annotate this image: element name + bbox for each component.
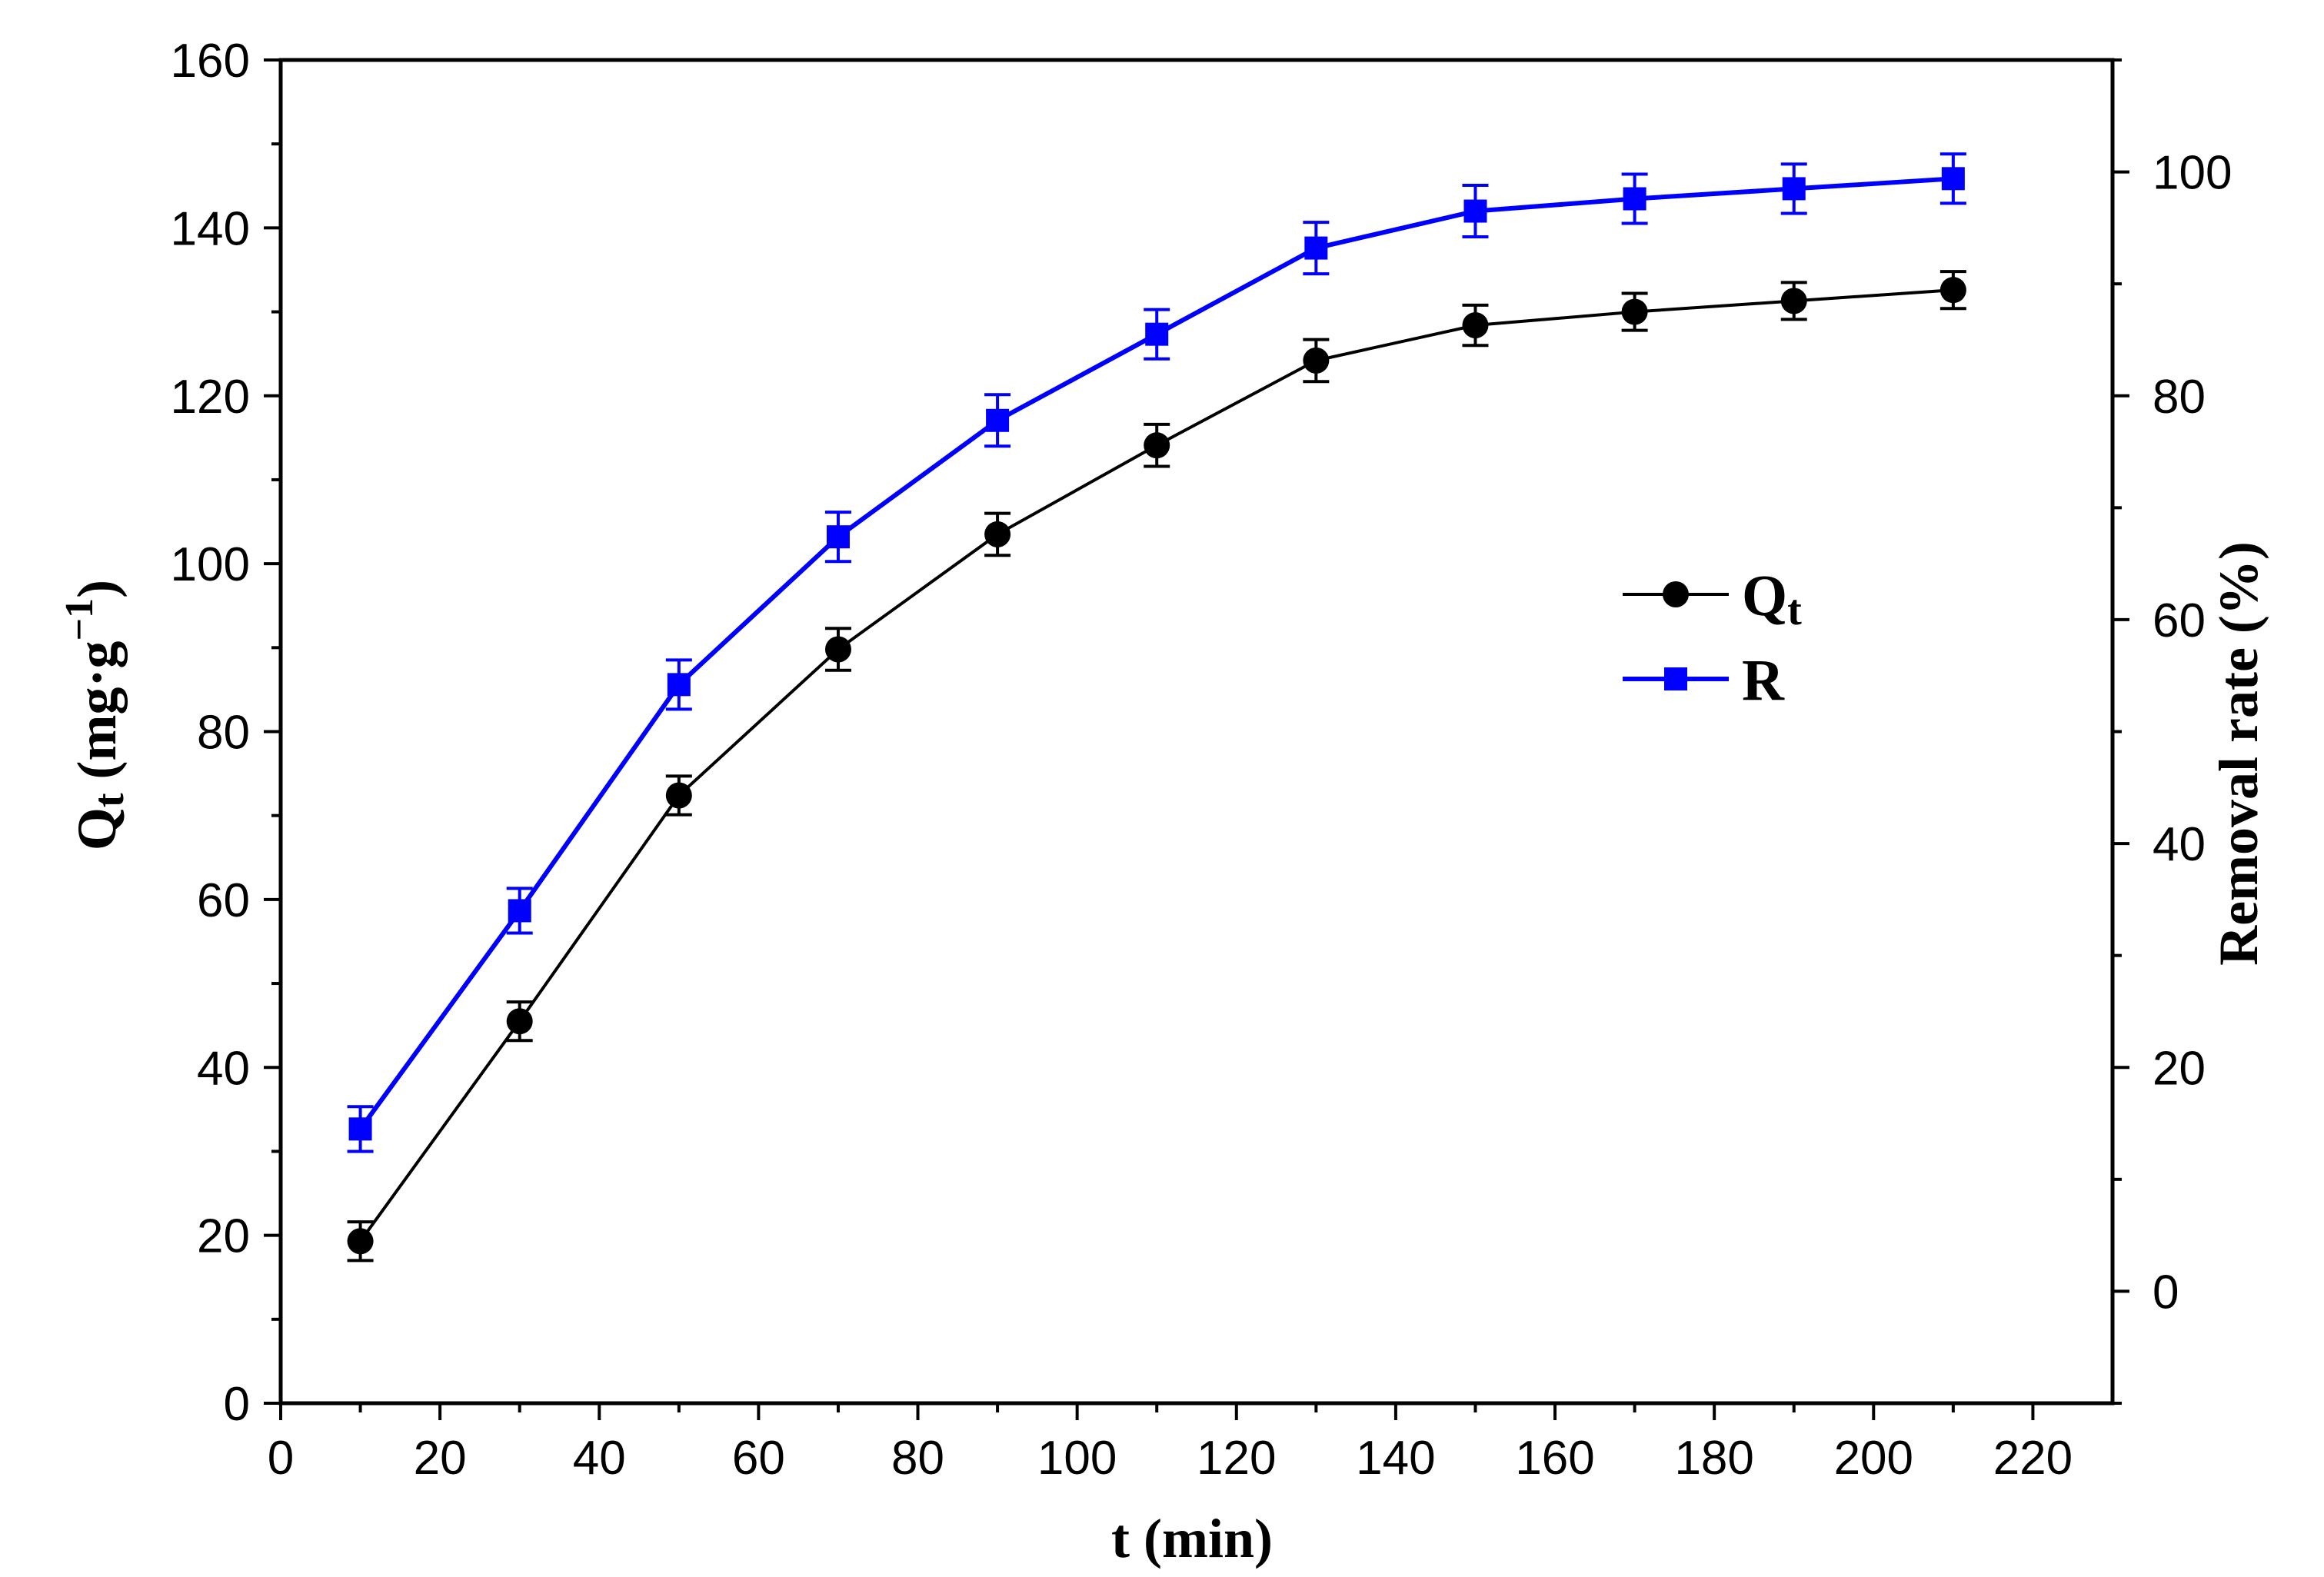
data-point-R (826, 525, 850, 549)
y-left-title-close: ) (66, 580, 128, 598)
x-tick-label: 180 (1674, 1432, 1753, 1485)
y-left-tick-label: 140 (171, 202, 250, 255)
y-axis-right-title: Removal rate (%) (2208, 541, 2269, 966)
x-tick-label: 220 (1993, 1432, 2073, 1485)
plot-frame (278, 58, 2115, 1406)
x-tick-label: 120 (1197, 1432, 1276, 1485)
legend-marker-Qt (1663, 581, 1689, 607)
x-tick-label: 200 (1834, 1432, 1913, 1485)
data-point-Qt (665, 782, 692, 809)
data-point-R (1623, 187, 1646, 211)
x-tick-label: 60 (732, 1432, 785, 1485)
plot-area (347, 152, 1966, 1263)
y-right-tick-label: 100 (2153, 147, 2232, 200)
x-tick-label: 160 (1515, 1432, 1594, 1485)
legend-label-Qt: Qt (1742, 564, 1802, 634)
data-point-R (348, 1117, 372, 1141)
legend-marker-R (1664, 667, 1687, 690)
y-left-tick-label: 120 (171, 371, 250, 424)
y-left-tick-label: 60 (197, 874, 250, 927)
data-point-Qt (1621, 298, 1648, 325)
data-point-Qt (1303, 347, 1330, 374)
data-point-Qt (347, 1228, 374, 1255)
data-point-R (508, 899, 531, 923)
y-left-title-unit: (mg·g (66, 640, 128, 793)
data-point-Qt (824, 636, 851, 663)
x-tick-label: 40 (573, 1432, 626, 1485)
data-point-Qt (1939, 277, 1966, 304)
y-left-title-sub: t (85, 793, 133, 807)
data-point-R (1304, 236, 1328, 260)
y-left-tick-label: 40 (197, 1042, 250, 1095)
x-tick-label: 0 (268, 1432, 294, 1485)
x-tick-label: 20 (414, 1432, 467, 1485)
y-right-tick-label: 20 (2153, 1042, 2206, 1095)
data-point-Qt (1780, 288, 1807, 314)
legend-label-main: R (1742, 648, 1785, 713)
data-point-R (1782, 177, 1806, 201)
data-point-R (1145, 322, 1169, 346)
legend: QtR (1623, 564, 1802, 713)
x-tick-label: 80 (891, 1432, 944, 1485)
data-point-Qt (984, 521, 1011, 547)
data-point-R (986, 408, 1010, 432)
data-point-Qt (1462, 312, 1489, 339)
legend-label-sub: t (1787, 587, 1802, 634)
y-left-tick-label: 100 (171, 538, 250, 591)
y-left-tick-label: 160 (171, 35, 250, 88)
y-right-tick-label: 40 (2153, 818, 2206, 871)
y-left-title-sup: −1 (58, 598, 102, 641)
y-right-tick-label: 80 (2153, 371, 2206, 424)
legend-label-main: Q (1742, 564, 1787, 628)
y-left-tick-label: 20 (197, 1210, 250, 1263)
y-axis-left-title: Qt (mg·g−1) (58, 580, 133, 850)
data-point-R (1463, 199, 1487, 223)
y-right-tick-label: 0 (2153, 1266, 2179, 1319)
data-point-Qt (1144, 432, 1170, 459)
data-point-R (1941, 167, 1965, 191)
y-left-tick-label: 80 (197, 707, 250, 760)
y-left-title-main: Q (66, 807, 128, 850)
data-point-R (667, 673, 691, 697)
y-right-tick-label: 60 (2153, 594, 2206, 647)
x-axis-title: t (min) (1111, 1508, 1273, 1569)
legend-label-R: R (1742, 648, 1785, 713)
x-tick-label: 140 (1356, 1432, 1435, 1485)
x-tick-label: 100 (1037, 1432, 1117, 1485)
y-left-tick-label: 0 (224, 1378, 250, 1431)
data-point-Qt (506, 1008, 533, 1035)
axes-frame: 0 20 40 60 80 100 120 140 160 180 200 2200204060801… (171, 35, 2232, 1485)
